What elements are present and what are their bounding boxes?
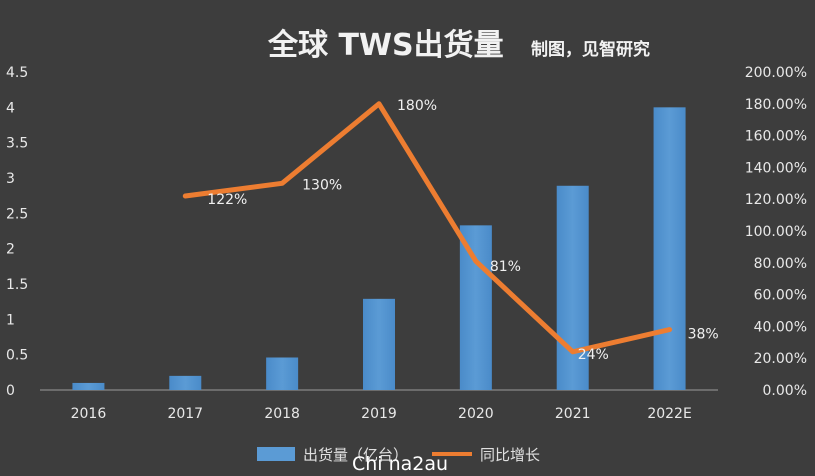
x-tick-label: 2018 — [264, 406, 300, 422]
right-tick-label: 60.00% — [754, 288, 807, 304]
right-tick-label: 200.00% — [745, 65, 807, 81]
line-series: 122% 130% 180% 81% 24% 38% — [182, 98, 719, 363]
left-tick-label: 4 — [6, 100, 15, 116]
right-tick-label: 140.00% — [745, 160, 807, 176]
growth-label-2021: 24% — [578, 347, 609, 363]
left-tick-label: 2.5 — [6, 206, 28, 222]
growth-label-2018: 130% — [302, 177, 342, 193]
bar-2022E — [653, 107, 686, 390]
watermark-text: Chi na2au — [352, 453, 448, 475]
bar-2020 — [459, 225, 492, 390]
x-tick-label: 2020 — [458, 406, 494, 422]
left-tick-label: 4.5 — [6, 65, 28, 81]
left-tick-label: 2 — [6, 242, 15, 258]
bar-2017 — [169, 375, 202, 390]
left-tick-label: 0.5 — [6, 348, 28, 364]
right-tick-label: 160.00% — [745, 129, 807, 145]
growth-label-2017: 122% — [207, 192, 247, 208]
chart-title: 全球 TWS出货量 — [267, 28, 504, 63]
right-axis: 0.00% 20.00% 40.00% 60.00% 80.00% 100.00% 120.… — [745, 65, 807, 399]
right-tick-label: 180.00% — [745, 97, 807, 113]
right-tick-label: 100.00% — [745, 224, 807, 240]
left-tick-label: 3.5 — [6, 136, 28, 152]
right-tick-label: 20.00% — [754, 351, 807, 367]
left-tick-label: 3 — [6, 171, 15, 187]
right-tick-label: 0.00% — [763, 383, 807, 399]
x-tick-label: 2019 — [361, 406, 397, 422]
bar-series — [72, 107, 686, 390]
left-axis: 0 0.5 1 1.5 2 2.5 3 3.5 4 4.5 — [6, 65, 28, 399]
x-tick-label: 2017 — [167, 406, 203, 422]
legend: 出货量（亿台） 同比增长 — [257, 446, 540, 464]
growth-label-2020: 81% — [490, 259, 521, 275]
growth-label-2022E: 38% — [688, 327, 719, 343]
x-tick-label: 2016 — [71, 406, 107, 422]
right-tick-label: 80.00% — [754, 256, 807, 272]
left-tick-label: 1 — [6, 312, 15, 328]
right-tick-label: 120.00% — [745, 192, 807, 208]
x-tick-label: 2021 — [555, 406, 591, 422]
x-axis: 2016 2017 2018 2019 2020 2021 2022E — [71, 406, 692, 422]
bar-2021 — [556, 185, 589, 390]
legend-bar-label: 出货量（亿台） — [303, 446, 408, 464]
growth-line — [182, 101, 673, 355]
x-tick-label: 2022E — [647, 406, 691, 422]
bar-2016 — [72, 382, 105, 390]
left-tick-label: 1.5 — [6, 277, 28, 293]
right-tick-label: 40.00% — [754, 319, 807, 335]
left-tick-label: 0 — [6, 383, 15, 399]
bar-2018 — [266, 357, 299, 390]
bar-2019 — [363, 298, 395, 390]
chart-subtitle: 制图，见智研究 — [531, 39, 650, 60]
legend-bar-swatch — [257, 447, 295, 461]
growth-label-2019: 180% — [397, 98, 437, 114]
legend-line-label: 同比增长 — [480, 446, 540, 464]
